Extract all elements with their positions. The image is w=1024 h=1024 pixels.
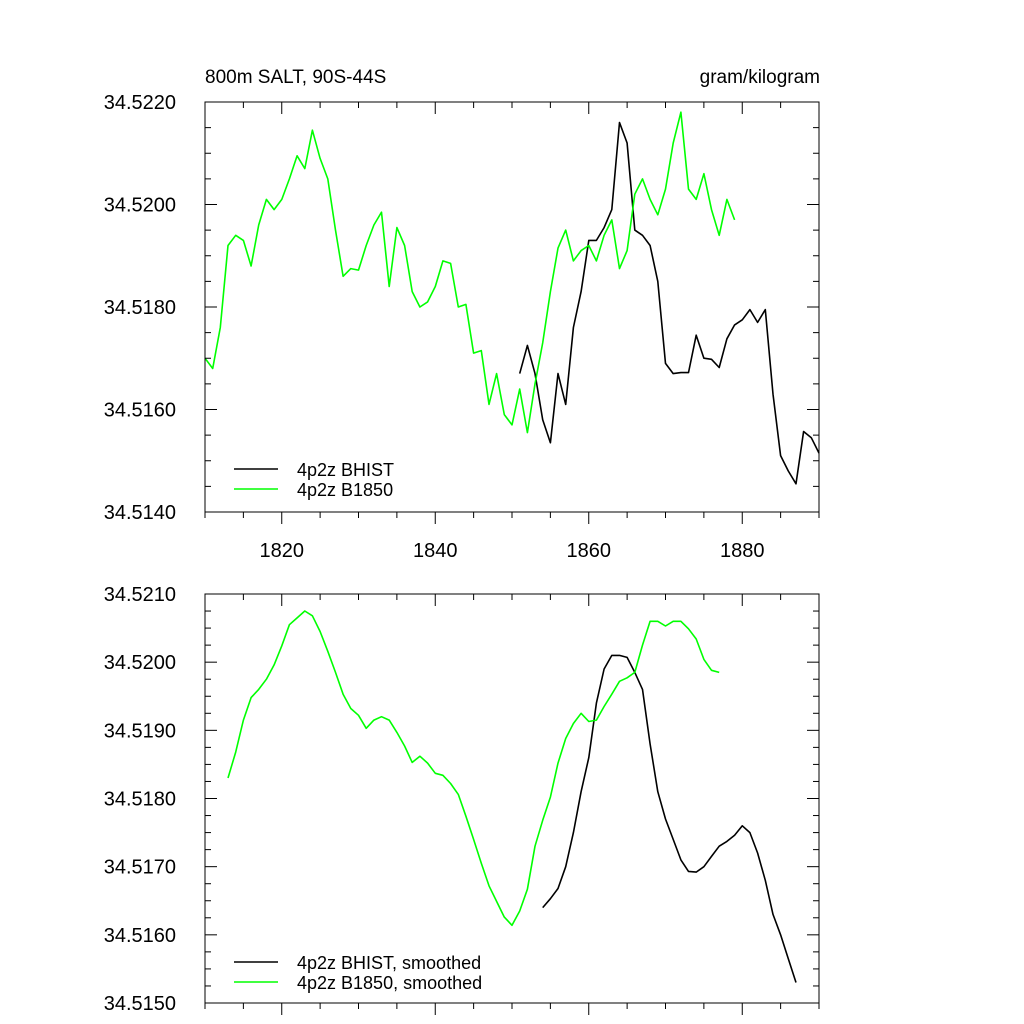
bottom-y-tick-label: 34.5200 [104, 652, 176, 674]
top-y-tick-label: 34.5200 [104, 195, 176, 217]
top-y-tick-label: 34.5180 [104, 297, 176, 319]
top-y-tick-label: 34.5220 [104, 92, 176, 114]
bottom-y-tick-label: 34.5180 [104, 789, 176, 811]
bottom-legend-label-b1850: 4p2z B1850, smoothed [297, 973, 482, 993]
top-series-line-b1850 [204, 111, 736, 434]
top-x-tick-label: 1860 [567, 540, 612, 562]
top-x-tick-label: 1820 [260, 540, 305, 562]
plot-units-label: gram/kilogram [700, 67, 820, 88]
top-legend-label-bhist: 4p2z BHIST [297, 460, 394, 480]
bottom-series-line-b1850 [227, 610, 720, 927]
top-panel: 34.5140 34.5160 34.5180 34.5200 34.5220 1820 1… [104, 92, 820, 562]
top-y-tick-label: 34.5140 [104, 502, 176, 524]
top-series-line-bhist [518, 121, 820, 485]
bottom-y-tick-label: 34.5190 [104, 720, 176, 742]
top-panel-axes: 34.5140 34.5160 34.5180 34.5200 34.5220 1820 1… [104, 92, 820, 562]
bottom-y-tick-label: 34.5150 [104, 993, 176, 1015]
bottom-panel-axes: 34.5150 34.5160 34.5170 34.5180 34.5190 34.52… [104, 584, 820, 1015]
bottom-legend-label-bhist: 4p2z BHIST, smoothed [297, 953, 481, 973]
bottom-y-tick-label: 34.5160 [104, 925, 176, 947]
bottom-panel-series [227, 610, 797, 983]
top-x-tick-label: 1840 [413, 540, 458, 562]
bottom-y-tick-label: 34.5170 [104, 857, 176, 879]
top-panel-series [204, 111, 820, 485]
bottom-y-tick-label: 34.5210 [104, 584, 176, 606]
bottom-series-line-bhist [542, 654, 797, 983]
top-y-tick-label: 34.5160 [104, 400, 176, 422]
top-x-tick-label: 1880 [720, 540, 765, 562]
top-legend-label-b1850: 4p2z B1850 [297, 480, 393, 500]
bottom-panel: 34.5150 34.5160 34.5170 34.5180 34.5190 34.52… [104, 584, 820, 1015]
plot-title-left: 800m SALT, 90S-44S [205, 67, 386, 88]
